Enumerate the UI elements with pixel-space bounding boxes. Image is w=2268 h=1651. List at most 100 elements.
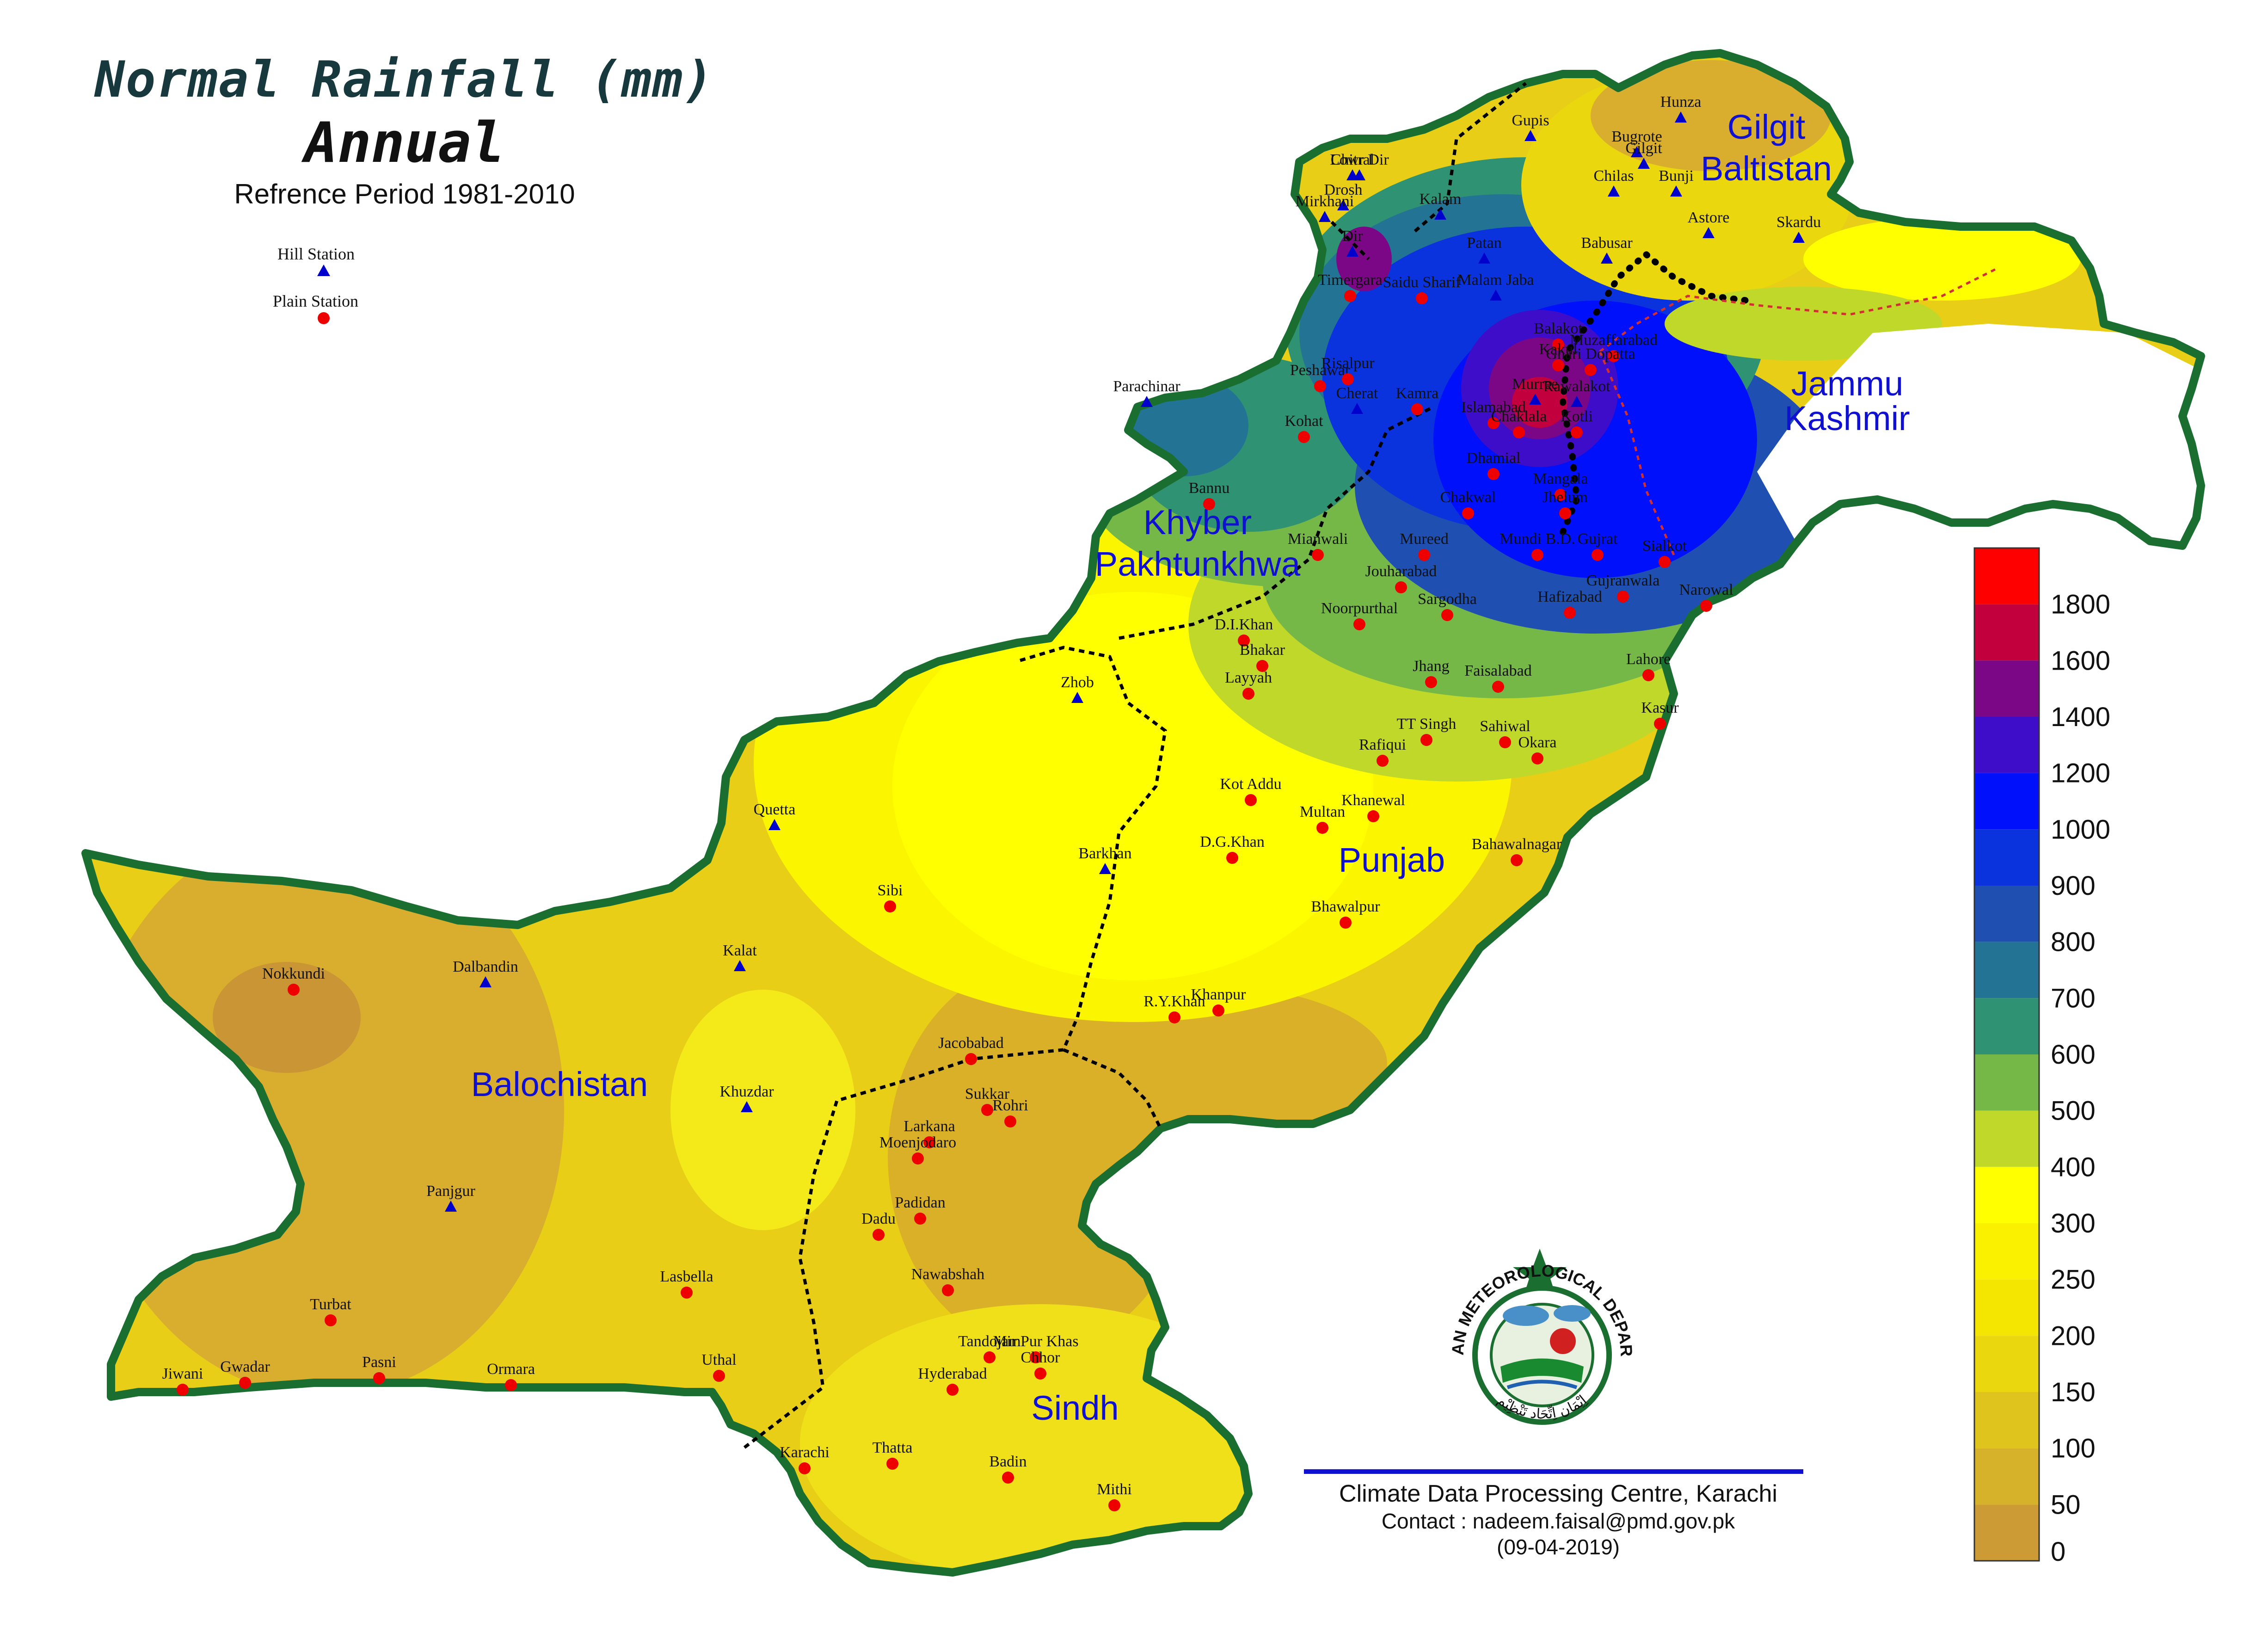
station-label: Okara [1518,734,1556,751]
station-label: Balakot [1534,320,1583,337]
hill-station-marker [1337,199,1349,210]
hill-station-marker [1529,394,1541,405]
station-kasur: Kasur [1641,699,1679,730]
plain-station-marker [1168,1011,1180,1023]
hill-station-marker [1351,403,1363,414]
station-kakul: Kakul [1539,341,1578,371]
plain-station-marker [1531,549,1543,561]
station-label: Dadu [861,1210,896,1227]
station-label: Khuzdar [719,1083,774,1100]
station-label: Nokkundi [262,965,325,982]
plain-station-marker [177,1384,189,1396]
station-hunza: Hunza [1660,93,1701,123]
plain-station-legend-marker [318,312,330,324]
station-sargodha: Sargodha [1418,591,1477,621]
station-d-g-khan: D.G.Khan [1200,833,1265,864]
plain-station-marker [1256,660,1268,672]
station-label: Babusar [1581,234,1633,252]
plain-station-marker [1203,498,1215,510]
colorbar-tick-label: 800 [2051,927,2096,957]
region-label: Khyber [1143,503,1252,542]
plain-station-marker [1108,1499,1120,1511]
hill-station-marker [1478,253,1490,264]
station-badin: Badin [989,1453,1027,1484]
plain-station-marker [1226,852,1238,864]
station-label: Chhor [1021,1349,1061,1366]
region-label: Sindh [1031,1389,1119,1427]
station-label: Sialkot [1642,537,1687,554]
hill-station-legend-marker [317,265,330,276]
colorbar-tick-label: 0 [2051,1537,2065,1567]
plain-station-marker [1585,364,1597,376]
station-uthal: Uthal [701,1351,737,1382]
station-mir-pur-khas: Mir Pur Khas [993,1333,1079,1363]
colorbar-tick-label: 1000 [2051,814,2110,844]
station-label: Astore [1688,209,1730,226]
station-dir: Dir [1342,228,1363,257]
station-risalpur: Risalpur [1321,355,1375,385]
station-chakwal: Chakwal [1440,489,1496,519]
station-label: Mianwali [1288,530,1348,548]
station-rohri: Rohri [992,1097,1028,1127]
station-kohat: Kohat [1285,413,1323,443]
station-ghari-dopatta: Ghari Dopatta [1546,345,1635,376]
station-bahawalnagar: Bahawalnagar [1472,836,1562,866]
plain-station-marker [1245,794,1257,806]
colorbar-segment [1974,548,2039,604]
station-skardu: Skardu [1776,214,1821,243]
plain-station-marker [981,1104,993,1116]
station-label: Jouharabad [1365,563,1437,580]
station-jhang: Jhang [1413,658,1450,688]
plain-station-marker [1242,688,1254,700]
station-label: Tandojam [958,1333,1020,1350]
station-label: R.Y.Khan [1143,993,1205,1010]
plain-station-marker [1462,507,1474,519]
station-label: Islamabad [1461,399,1526,416]
station-layyah: Layyah [1225,669,1272,700]
plain-station-marker [288,984,300,996]
station-khuzdar: Khuzdar [719,1083,774,1112]
hill-station-marker [1434,209,1446,220]
station-label: Badin [989,1453,1026,1470]
plain-station-marker [1377,755,1389,767]
station-gujrat: Gujrat [1578,530,1618,561]
station-label: Gupis [1512,112,1549,129]
station-label: Lahore [1626,651,1671,668]
map-subtitle: Annual [304,111,505,175]
station-khanewal: Khanewal [1341,792,1405,822]
region-label: Jammu [1791,364,1904,403]
region-label: Balochistan [471,1065,648,1103]
station-okara: Okara [1518,734,1557,764]
station-larkana: Larkana [904,1118,955,1148]
station-label: Bahawalnagar [1472,836,1562,853]
colorbar-tick-label: 150 [2051,1377,2096,1407]
station-label: Rawalakot [1543,378,1610,395]
hill-station-marker [1524,130,1537,141]
plain-station-marker [1004,1115,1016,1127]
plain-station-marker [873,1229,885,1241]
station-label: Timergara [1318,271,1383,289]
hill-station-marker [768,819,781,830]
plain-station-marker [1238,635,1250,647]
hill-station-marker [1099,863,1111,874]
station-label: Kasur [1641,699,1679,716]
station-label: Sibi [878,882,903,899]
station-sibi: Sibi [878,882,903,912]
colorbar-tick-label: 300 [2051,1208,2096,1238]
colorbar-segment [1974,829,2039,886]
colorbar-tick-label: 50 [2051,1490,2081,1520]
station-mianwali: Mianwali [1288,530,1348,561]
station-label: Jhang [1413,658,1449,675]
colorbar-tick-label: 600 [2051,1040,2096,1070]
station-label: Layyah [1225,669,1272,686]
colorbar-segment [1974,604,2039,661]
station-khanpur: Khanpur [1191,986,1246,1016]
hill-station-marker [1608,185,1620,197]
station-parachinar: Parachinar [1113,378,1180,407]
station-label: Mureed [1400,530,1449,548]
station-label: Mir Pur Khas [993,1333,1078,1350]
station-karachi: Karachi [780,1444,830,1474]
hill-station-label: Hill Station [277,245,355,263]
